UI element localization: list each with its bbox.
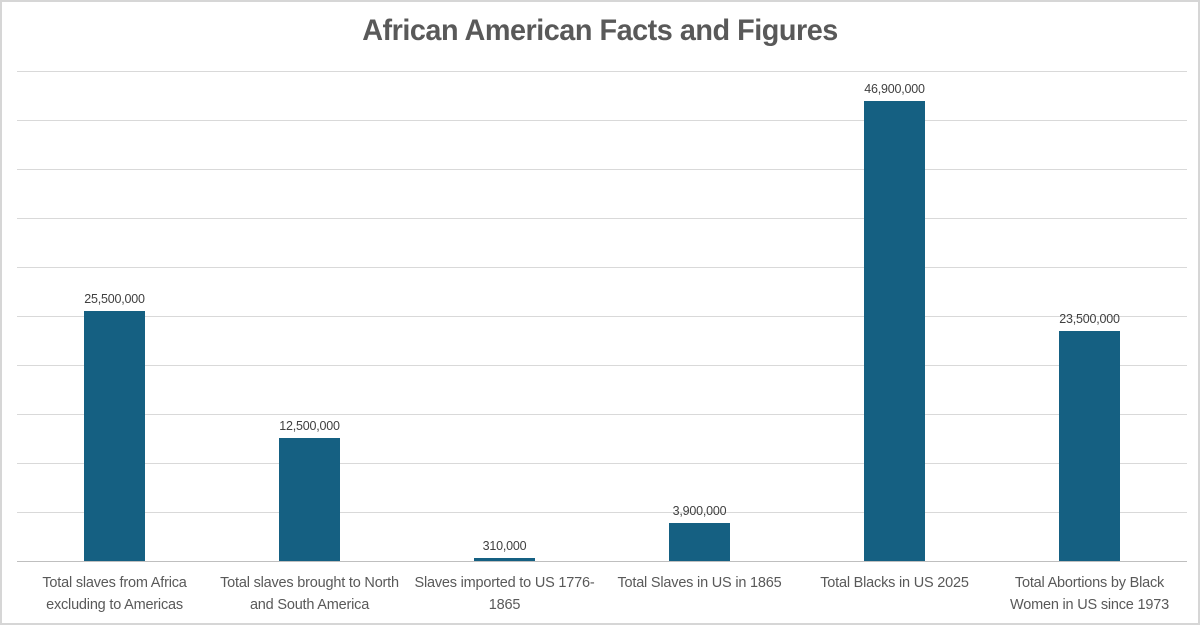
category-label-5[interactable]: Total Abortions by Black Women in US sin… bbox=[1010, 575, 1169, 613]
category-axis: Total slaves from Africa excluding to Am… bbox=[17, 572, 1187, 616]
data-label-1[interactable]: 12,500,000 bbox=[279, 419, 340, 433]
category-label-0[interactable]: Total slaves from Africa excluding to Am… bbox=[42, 575, 187, 613]
data-label-2[interactable]: 310,000 bbox=[482, 539, 527, 553]
bar-2[interactable] bbox=[474, 558, 535, 561]
category-label-3[interactable]: Total Slaves in US in 1865 bbox=[617, 575, 782, 591]
chart-title[interactable]: African American Facts and Figures bbox=[362, 14, 838, 47]
category-label-4[interactable]: Total Blacks in US 2025 bbox=[820, 575, 969, 591]
bar-3[interactable] bbox=[669, 523, 730, 561]
gridline bbox=[17, 316, 1187, 317]
data-label-3[interactable]: 3,900,000 bbox=[672, 504, 727, 518]
gridline bbox=[17, 512, 1187, 513]
gridline bbox=[17, 267, 1187, 268]
bar-5[interactable] bbox=[1059, 331, 1120, 561]
gridline bbox=[17, 365, 1187, 366]
gridline bbox=[17, 463, 1187, 464]
data-label-0[interactable]: 25,500,000 bbox=[84, 292, 145, 306]
data-label-5[interactable]: 23,500,000 bbox=[1059, 312, 1120, 326]
plot-area: 25,500,000 12,500,000 310,000 3,900,000 46,9… bbox=[17, 71, 1187, 561]
x-axis-line bbox=[17, 561, 1187, 562]
bar-1[interactable] bbox=[279, 438, 340, 561]
gridline bbox=[17, 71, 1187, 72]
bar-4[interactable] bbox=[864, 101, 925, 561]
gridline bbox=[17, 120, 1187, 121]
gridline bbox=[17, 414, 1187, 415]
gridline bbox=[17, 218, 1187, 219]
category-label-2[interactable]: Slaves imported to US 1776-1865 bbox=[414, 575, 595, 613]
gridline bbox=[17, 169, 1187, 170]
bar-0[interactable] bbox=[84, 311, 145, 561]
category-label-1[interactable]: Total slaves brought to North and South … bbox=[220, 575, 399, 613]
data-label-4[interactable]: 46,900,000 bbox=[864, 82, 925, 96]
